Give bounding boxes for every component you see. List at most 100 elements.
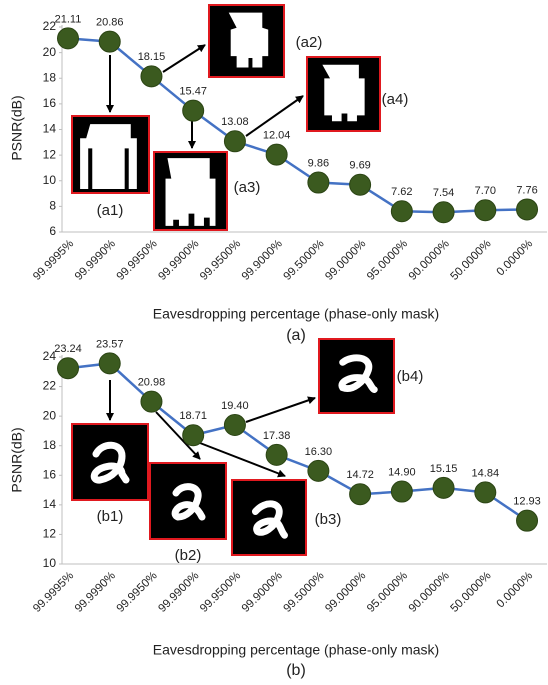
inset-shape: [322, 65, 364, 121]
x-axis-label: Eavesdropping percentage (phase-only mas…: [153, 642, 439, 658]
marker: [308, 172, 329, 193]
x-tick-label: 99.9900%: [156, 570, 201, 615]
value-label: 16.30: [305, 446, 333, 458]
y-tick-label: 6: [49, 224, 56, 238]
value-label: 7.54: [433, 187, 454, 199]
y-tick-label: 8: [49, 199, 56, 213]
inset-label: (b1): [97, 508, 124, 525]
marker: [308, 460, 329, 481]
value-label: 14.72: [346, 469, 374, 481]
x-tick-label: 50.0000%: [448, 570, 493, 615]
inset-label: (b3): [315, 511, 342, 528]
x-tick-label: 99.0000%: [323, 238, 368, 283]
inset-content: [322, 65, 364, 121]
y-tick-label: 16: [43, 96, 57, 110]
marker: [141, 391, 162, 412]
value-label: 23.24: [54, 343, 82, 355]
value-label: 9.69: [349, 160, 370, 172]
value-label: 13.08: [221, 116, 249, 128]
value-label: 12.04: [263, 130, 291, 142]
y-tick-label: 14: [43, 122, 57, 136]
x-tick-label: 99.5000%: [282, 570, 327, 615]
marker: [433, 202, 454, 223]
value-label: 12.93: [513, 496, 541, 508]
inset-image: [150, 463, 226, 539]
marker: [58, 358, 79, 379]
x-tick-label: 99.9000%: [240, 570, 285, 615]
marker: [266, 444, 287, 465]
value-label: 19.40: [221, 400, 249, 412]
x-tick-label: 99.9900%: [156, 238, 201, 283]
y-tick-label: 20: [43, 408, 57, 422]
marker: [224, 415, 245, 436]
inset-label: (a4): [382, 91, 409, 108]
x-tick-label: 90.0000%: [407, 570, 452, 615]
y-tick-label: 16: [43, 467, 57, 481]
marker: [99, 353, 120, 374]
x-tick-label: 99.9500%: [198, 570, 243, 615]
y-axis-label: PSNR(dB): [9, 427, 25, 492]
y-tick-label: 12: [43, 147, 57, 161]
inset-label: (a3): [234, 179, 261, 196]
caption: (a): [286, 327, 306, 344]
marker: [224, 131, 245, 152]
x-tick-label: 99.9995%: [31, 570, 76, 615]
x-tick-label: 99.9950%: [115, 570, 160, 615]
y-tick-label: 10: [43, 173, 57, 187]
x-tick-label: 99.9950%: [115, 238, 160, 283]
y-tick-label: 10: [43, 556, 57, 570]
x-tick-label: 99.9990%: [73, 570, 118, 615]
y-tick-label: 12: [43, 527, 57, 541]
x-tick-label: 99.9500%: [198, 238, 243, 283]
value-label: 9.86: [308, 157, 329, 169]
inset-label: (a1): [97, 202, 124, 219]
value-label: 18.15: [138, 51, 166, 63]
marker: [391, 201, 412, 222]
value-label: 18.71: [179, 410, 207, 422]
marker: [517, 199, 538, 220]
y-tick-label: 18: [43, 438, 57, 452]
marker: [183, 425, 204, 446]
marker: [475, 200, 496, 221]
x-tick-label: 99.5000%: [282, 238, 327, 283]
inset-label: (a2): [296, 34, 323, 51]
x-tick-label: 99.9995%: [31, 238, 76, 283]
x-tick-label: 95.0000%: [365, 570, 410, 615]
marker: [141, 66, 162, 87]
value-label: 14.84: [472, 467, 500, 479]
y-axis-label: PSNR(dB): [9, 95, 25, 160]
x-tick-label: 50.0000%: [448, 238, 493, 283]
marker: [517, 510, 538, 531]
x-tick-label: 90.0000%: [407, 238, 452, 283]
value-label: 23.57: [96, 338, 124, 350]
x-tick-label: 99.0000%: [323, 570, 368, 615]
x-tick-label: 0.0000%: [495, 238, 536, 279]
figure: 681012141618202299.9995%99.9990%99.9950%…: [0, 0, 548, 685]
value-label: 7.70: [475, 185, 496, 197]
marker: [58, 28, 79, 49]
value-label: 20.98: [138, 377, 166, 389]
value-label: 14.90: [388, 466, 416, 478]
x-tick-label: 0.0000%: [495, 570, 536, 611]
marker: [350, 484, 371, 505]
value-label: 15.47: [179, 86, 207, 98]
value-label: 20.86: [96, 17, 124, 29]
caption: (b): [286, 662, 306, 679]
y-tick-label: 18: [43, 70, 57, 84]
value-label: 17.38: [263, 430, 291, 442]
value-label: 21.11: [55, 13, 82, 25]
inset-image: [232, 480, 306, 555]
marker: [391, 481, 412, 502]
value-label: 7.76: [516, 184, 537, 196]
x-axis-label: Eavesdropping percentage (phase-only mas…: [153, 306, 439, 322]
y-tick-label: 20: [43, 45, 57, 59]
inset-label: (b2): [175, 547, 202, 564]
marker: [183, 100, 204, 121]
y-tick-label: 22: [43, 379, 57, 393]
x-tick-label: 99.9000%: [240, 238, 285, 283]
y-tick-label: 14: [43, 497, 57, 511]
marker: [350, 174, 371, 195]
value-label: 15.15: [430, 463, 458, 475]
arrow: [246, 398, 315, 422]
x-tick-label: 99.9990%: [73, 238, 118, 283]
